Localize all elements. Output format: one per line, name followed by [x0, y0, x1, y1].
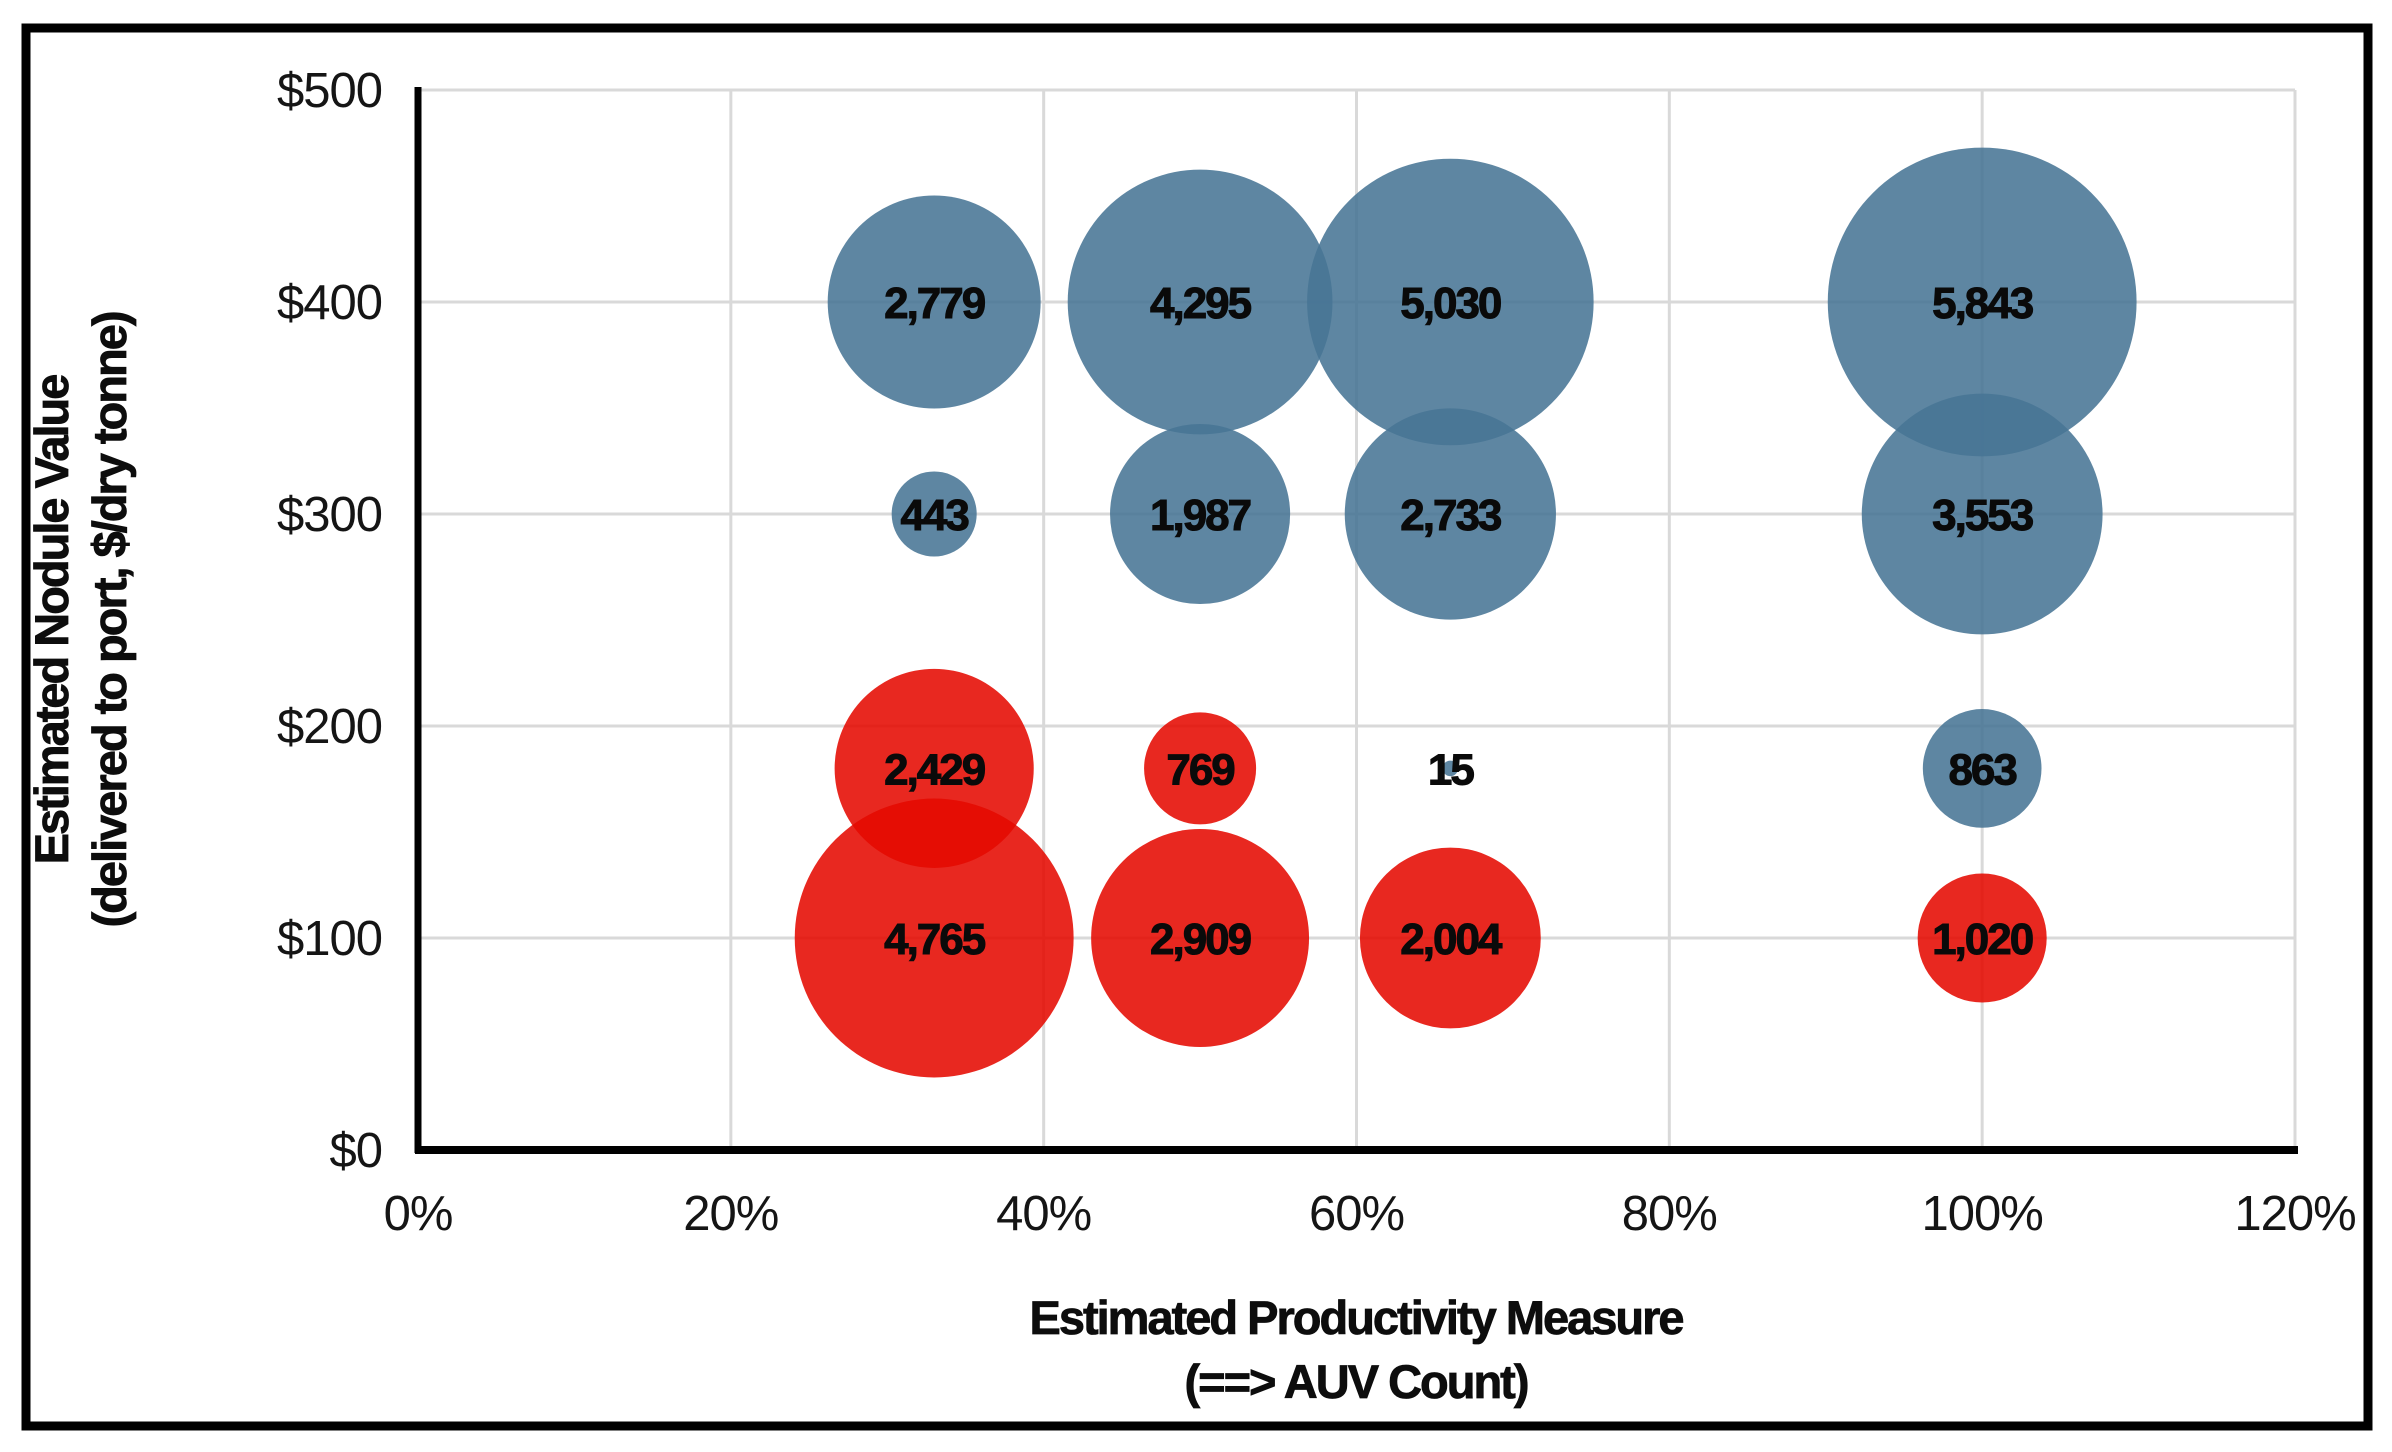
- bubble-863: [1922, 709, 2042, 828]
- bubble-label-15: 15: [1428, 745, 1474, 794]
- y-tick-$400: $400: [277, 276, 382, 330]
- bubble-3,553: [1861, 393, 2103, 635]
- x-axis-tick-labels: 0% 20% 40% 60% 80% 100% 120%: [384, 1187, 2357, 1241]
- x-tick-20%: 20%: [683, 1187, 778, 1241]
- bubble-labels: 5,843 5,030 4,765 4,295 3,553 2,909 2,779 2,733…: [884, 279, 2036, 965]
- x-axis-title-line2: (==> AUV Count): [1185, 1355, 1528, 1408]
- x-axis-title-line1: Estimated Productivity Measure: [1029, 1291, 1683, 1344]
- bubble-label-2,429: 2,429: [884, 745, 985, 794]
- bubble-label-5,030: 5,030: [1400, 279, 1501, 328]
- bubble-4,295: [1067, 169, 1333, 435]
- bubble-label-2,004: 2,004: [1400, 915, 1503, 964]
- bubble-label-5,843: 5,843: [1932, 279, 2033, 328]
- bubble-label-2,909: 2,909: [1150, 915, 1251, 964]
- bubble-2,779: [827, 195, 1041, 409]
- bubble-label-863: 863: [1948, 745, 2016, 794]
- bubbles: [794, 147, 2137, 1078]
- y-tick-$100: $100: [277, 912, 382, 966]
- bubble-2,004: [1359, 847, 1541, 1029]
- x-tick-0%: 0%: [384, 1187, 453, 1241]
- bubble-5,843: [1827, 147, 2137, 457]
- bubble-2,429: [834, 668, 1034, 868]
- bubble-label-3,553: 3,553: [1932, 491, 2033, 540]
- x-tick-120%: 120%: [2234, 1187, 2355, 1241]
- bubble-label-1,987: 1,987: [1150, 491, 1251, 540]
- bubble-769: [1144, 712, 1257, 825]
- x-tick-80%: 80%: [1622, 1187, 1717, 1241]
- y-tick-$200: $200: [277, 700, 382, 754]
- bubble-label-443: 443: [900, 491, 968, 540]
- y-axis-tick-labels: $0 $100 $200 $300 $400 $500: [277, 64, 383, 1178]
- bubble-1,987: [1110, 423, 1291, 605]
- bubble-label-4,295: 4,295: [1150, 279, 1252, 328]
- bubble-label-2,779: 2,779: [884, 279, 985, 328]
- bubble-4,765: [794, 798, 1074, 1078]
- x-tick-40%: 40%: [996, 1187, 1091, 1241]
- y-tick-$300: $300: [277, 488, 382, 542]
- bubble-2,909: [1091, 829, 1310, 1047]
- bubble-15: [1442, 760, 1459, 777]
- bubble-1,020: [1917, 873, 2047, 1003]
- bubble-label-769: 769: [1166, 745, 1234, 794]
- bubble-5,030: [1307, 158, 1594, 446]
- bubble-label-1,020: 1,020: [1932, 915, 2033, 964]
- y-tick-$0: $0: [329, 1124, 382, 1178]
- x-tick-100%: 100%: [1922, 1187, 2043, 1241]
- bubble-443: [891, 471, 977, 557]
- y-axis-title-line1: Estimated Nodule Value: [25, 375, 78, 865]
- bubble-label-4,765: 4,765: [884, 915, 986, 964]
- bubble-2,733: [1344, 408, 1556, 620]
- y-tick-$500: $500: [277, 64, 382, 118]
- y-axis-title-line2: (delivered to port, $/dry tonne): [83, 312, 136, 927]
- bubble-label-2,733: 2,733: [1400, 491, 1501, 540]
- x-tick-60%: 60%: [1309, 1187, 1404, 1241]
